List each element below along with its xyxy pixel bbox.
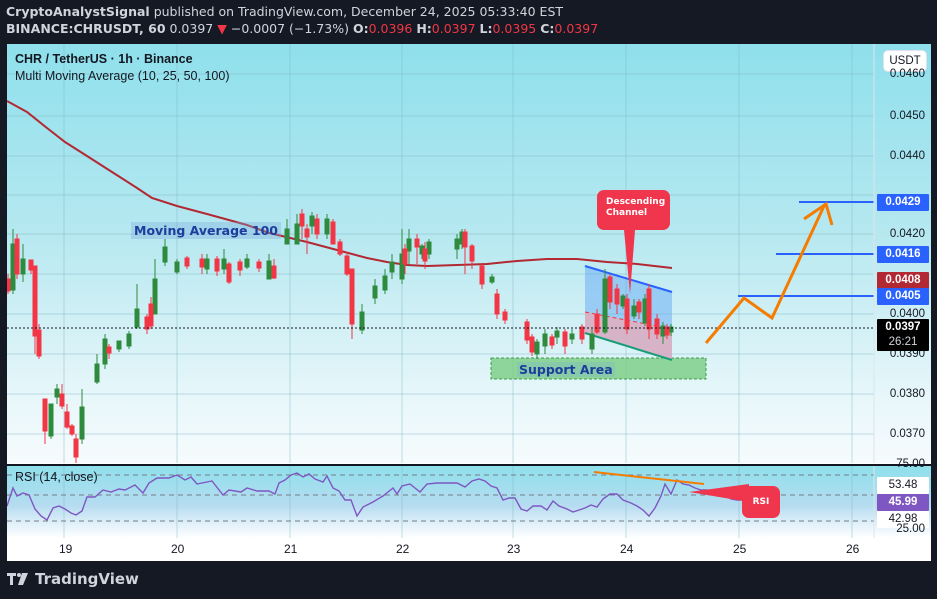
open-value: 0.0396 [368, 21, 413, 36]
rsi-chart-canvas [7, 466, 875, 538]
down-arrow-icon: ▼ [217, 21, 227, 36]
support-area-box [490, 357, 707, 380]
high-label: H: [416, 21, 432, 36]
high-value: 0.0397 [431, 21, 476, 36]
author-name[interactable]: CryptoAnalystSignal [6, 4, 150, 19]
price-chart-canvas [7, 44, 875, 463]
descending-channel-callout: Descending Channel [597, 190, 670, 230]
time-tick: 21 [284, 542, 298, 556]
callout-line-2: Channel [606, 208, 648, 218]
time-tick: 22 [396, 542, 410, 556]
candles [7, 209, 674, 463]
support-area-annotation: Support Area [517, 362, 615, 377]
publish-line: CryptoAnalystSignal published on Trading… [6, 3, 598, 20]
chart-frame: CHR / TetherUS · 1h · Binance Multi Movi… [7, 44, 931, 561]
price-tick: 0.0400 [889, 308, 925, 320]
price-tick: 0.0450 [889, 110, 925, 122]
close-label: C: [540, 21, 555, 36]
symbol-title: CHR / TetherUS · 1h · Binance [15, 52, 193, 66]
footer-brand[interactable]: TradingView [7, 570, 139, 588]
indicator-legend[interactable]: Multi Moving Average (10, 25, 50, 100) [15, 69, 230, 83]
time-tick: 20 [171, 542, 185, 556]
target-1-price-tag: 0.0405 [877, 288, 929, 305]
price-tick: 0.0370 [889, 428, 925, 440]
rsi-tick-25: 25.00 [896, 523, 925, 535]
price-pane[interactable]: CHR / TetherUS · 1h · Binance Multi Movi… [7, 44, 931, 463]
rsi-pane[interactable]: RSI (14, close) RSI 75.00 53.48 45.99 42… [7, 458, 931, 538]
rsi-lower-band-tag: 42.98 [877, 511, 929, 528]
price-tick: 0.0390 [889, 348, 925, 360]
rsi-legend[interactable]: RSI (14, close) [15, 470, 98, 484]
open-label: O: [352, 21, 369, 36]
low-value: 0.0395 [492, 21, 537, 36]
tradingview-logo-icon [7, 573, 28, 585]
price-tick: 0.0380 [889, 388, 925, 400]
close-value: 0.0397 [554, 21, 599, 36]
ma100-price-tag: 0.0408 [877, 272, 929, 289]
time-tick: 24 [620, 542, 634, 556]
rsi-upper-band-tag: 53.48 [877, 477, 929, 494]
time-tick: 23 [507, 542, 521, 556]
target-3-price-tag: 0.0429 [877, 194, 929, 211]
time-tick: 25 [733, 542, 747, 556]
brand-name: TradingView [35, 570, 139, 588]
last-price: 0.0397 [169, 21, 214, 36]
ohlc-line: BINANCE:CHRUSDT, 60 0.0397 ▼ −0.0007 (−1… [6, 20, 598, 37]
publication-header: CryptoAnalystSignal published on Trading… [6, 3, 598, 37]
rsi-callout: RSI [742, 486, 780, 518]
low-label: L: [479, 21, 493, 36]
symbol-legend[interactable]: CHR / TetherUS · 1h · Binance [15, 52, 193, 66]
rsi-value-tag: 45.99 [877, 494, 929, 511]
target-2-price-tag: 0.0416 [877, 246, 929, 263]
currency-button[interactable]: USDT [883, 50, 927, 72]
published-text: published on TradingView.com, December 2… [153, 4, 564, 19]
time-tick: 19 [59, 542, 73, 556]
time-axis[interactable]: 19 20 21 22 23 24 25 26 [7, 538, 931, 561]
time-tick: 26 [846, 542, 860, 556]
bar-countdown: 26:21 [888, 336, 918, 348]
symbol-interval: BINANCE:CHRUSDT, 60 [6, 21, 166, 36]
rsi-tick-75: 75.00 [896, 458, 925, 470]
current-price-value: 0.0397 [885, 321, 921, 333]
price-tick: 0.0460 [889, 68, 925, 80]
price-change: −0.0007 (−1.73%) [230, 21, 349, 36]
current-price-tag: 0.0397 26:21 [877, 319, 929, 351]
callout-line-1: Descending [606, 197, 666, 207]
price-tick: 0.0420 [889, 228, 925, 240]
ma100-annotation: Moving Average 100 [131, 222, 281, 239]
price-tick: 0.0440 [889, 150, 925, 162]
